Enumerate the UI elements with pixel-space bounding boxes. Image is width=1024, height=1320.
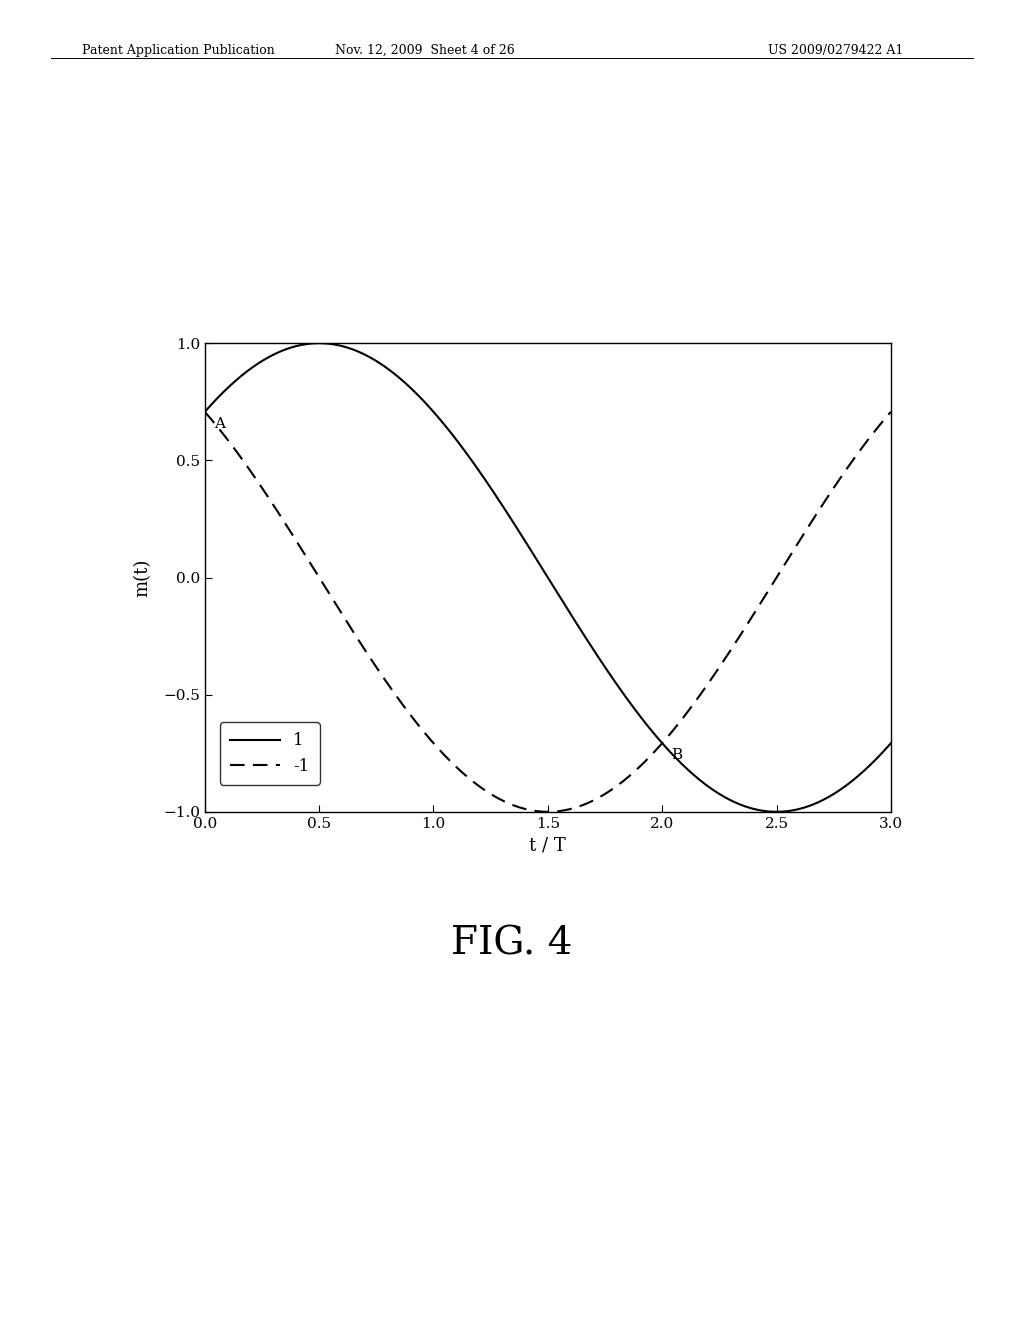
Text: US 2009/0279422 A1: US 2009/0279422 A1 bbox=[768, 44, 903, 57]
Text: B: B bbox=[672, 748, 682, 762]
Y-axis label: m(t): m(t) bbox=[134, 558, 152, 597]
Legend: 1, -1: 1, -1 bbox=[220, 722, 319, 784]
Text: FIG. 4: FIG. 4 bbox=[452, 925, 572, 962]
X-axis label: t / T: t / T bbox=[529, 836, 566, 854]
Text: A: A bbox=[214, 417, 225, 430]
Text: Patent Application Publication: Patent Application Publication bbox=[82, 44, 274, 57]
Text: Nov. 12, 2009  Sheet 4 of 26: Nov. 12, 2009 Sheet 4 of 26 bbox=[335, 44, 515, 57]
